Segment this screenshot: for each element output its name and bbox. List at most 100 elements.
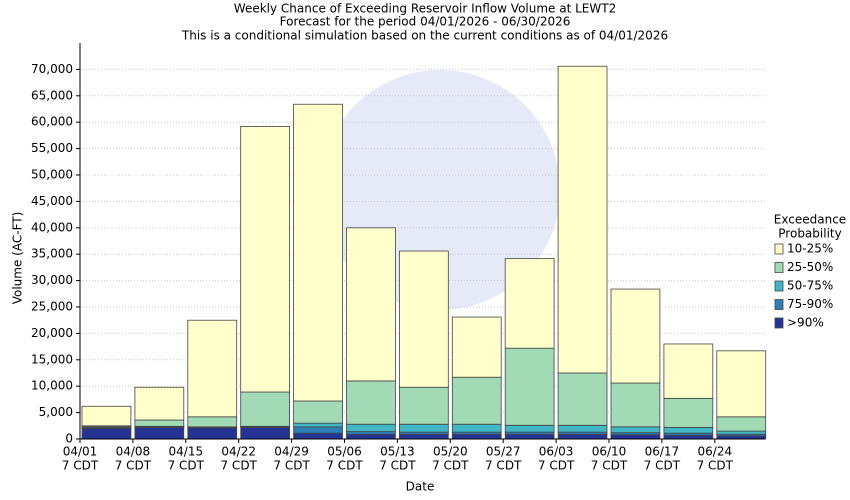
bar-segment [398,433,449,440]
legend-label: 25-50% [787,260,833,274]
x-tick-label: 04/01 [63,445,98,459]
y-tick-label: 5,000 [39,405,73,419]
bar-segment [716,416,767,432]
bar-segment [240,126,290,393]
bar-segment [293,432,343,440]
bar-segment [134,386,185,421]
bar-segment [187,319,238,418]
bar-segment [716,430,767,435]
x-tick-sublabel: 7 CDT [115,459,152,473]
bar-segment [504,433,555,440]
legend-swatch [774,280,784,292]
chart-subtitle: This is a conditional simulation based o… [181,29,668,43]
bar-segment [557,65,608,374]
y-tick-label: 70,000 [31,62,73,76]
x-tick-sublabel: 7 CDT [432,459,469,473]
bar-segment [663,397,714,428]
bar-segment [81,405,132,427]
x-tick-label: 06/03 [539,445,574,459]
legend-swatch [774,243,784,255]
bar-segment [557,424,608,433]
legend-swatch [774,262,784,273]
legend-title: Exceedance [774,213,846,227]
x-tick-sublabel: 7 CDT [644,459,681,473]
y-tick-label: 30,000 [31,273,73,287]
bar-segment [187,416,238,428]
bar-segment [663,343,714,399]
bar-segment [398,250,449,388]
bar-segment [293,426,343,434]
bar-segment [134,426,185,440]
x-tick-sublabel: 7 CDT [62,459,99,473]
x-tick-label: 06/10 [592,445,627,459]
x-tick-sublabel: 7 CDT [697,459,734,473]
bar-segment [346,227,396,382]
chart-title: Weekly Chance of Exceeding Reservoir Inf… [234,2,616,16]
legend-title: Probability [778,227,841,241]
legend-swatch [774,317,784,329]
bar-segment [610,434,661,440]
y-tick-label: 40,000 [31,220,73,234]
bar-segment [451,316,502,378]
x-tick-label: 06/24 [698,445,733,459]
y-tick-label: 45,000 [31,194,73,208]
bar-segment [81,428,132,440]
bar-segment [187,427,238,440]
bar-segment [557,433,608,440]
y-tick-label: 60,000 [31,115,73,129]
x-tick-sublabel: 7 CDT [538,459,575,473]
bar-segment [293,422,343,428]
x-tick-label: 05/06 [327,445,362,459]
bar-segment [451,423,502,433]
bar-segment [346,423,396,433]
bar-segment [293,400,343,424]
x-tick-sublabel: 7 CDT [326,459,363,473]
bar-segment [663,426,714,434]
bar-segment [610,382,661,428]
x-tick-label: 05/20 [433,445,468,459]
x-tick-label: 06/17 [645,445,680,459]
bar-segment [451,376,502,425]
y-tick-label: 0 [65,432,73,446]
legend-label: 75-90% [787,297,833,311]
chart-subtitle: Forecast for the period 04/01/2026 - 06/… [280,15,571,29]
bar-segment [504,347,555,426]
x-tick-sublabel: 7 CDT [379,459,416,473]
x-tick-label: 05/27 [486,445,521,459]
legend-label: 10-25% [787,242,833,256]
y-tick-label: 35,000 [31,247,73,261]
x-tick-label: 04/08 [116,445,151,459]
bar-segment [240,391,290,427]
x-tick-sublabel: 7 CDT [591,459,628,473]
y-tick-label: 25,000 [31,300,73,314]
bar-segment [398,386,449,425]
y-tick-label: 15,000 [31,352,73,366]
bar-segment [134,419,185,427]
bar-segment [346,380,396,425]
y-axis-label: Volume (AC-FT) [11,212,25,305]
bar-segment [716,350,767,418]
legend-swatch [774,299,784,310]
bar-segment [398,423,449,433]
x-tick-label: 04/15 [169,445,204,459]
x-tick-sublabel: 7 CDT [485,459,522,473]
x-tick-sublabel: 7 CDT [273,459,310,473]
x-tick-label: 05/13 [380,445,415,459]
bar-segment [346,433,396,440]
y-tick-label: 65,000 [31,88,73,102]
y-tick-label: 55,000 [31,141,73,155]
bar-segment [610,426,661,434]
x-tick-sublabel: 7 CDT [220,459,257,473]
bar-segment [293,103,343,402]
legend-label: >90% [787,316,824,330]
bar-segment [504,424,555,433]
bar-segment [663,434,714,440]
x-tick-label: 04/22 [221,445,256,459]
x-axis-label: Date [406,480,435,494]
x-tick-sublabel: 7 CDT [168,459,205,473]
bar-segment [240,426,290,440]
bar-segment [451,433,502,440]
y-tick-label: 20,000 [31,326,73,340]
legend-label: 50-75% [787,279,833,293]
